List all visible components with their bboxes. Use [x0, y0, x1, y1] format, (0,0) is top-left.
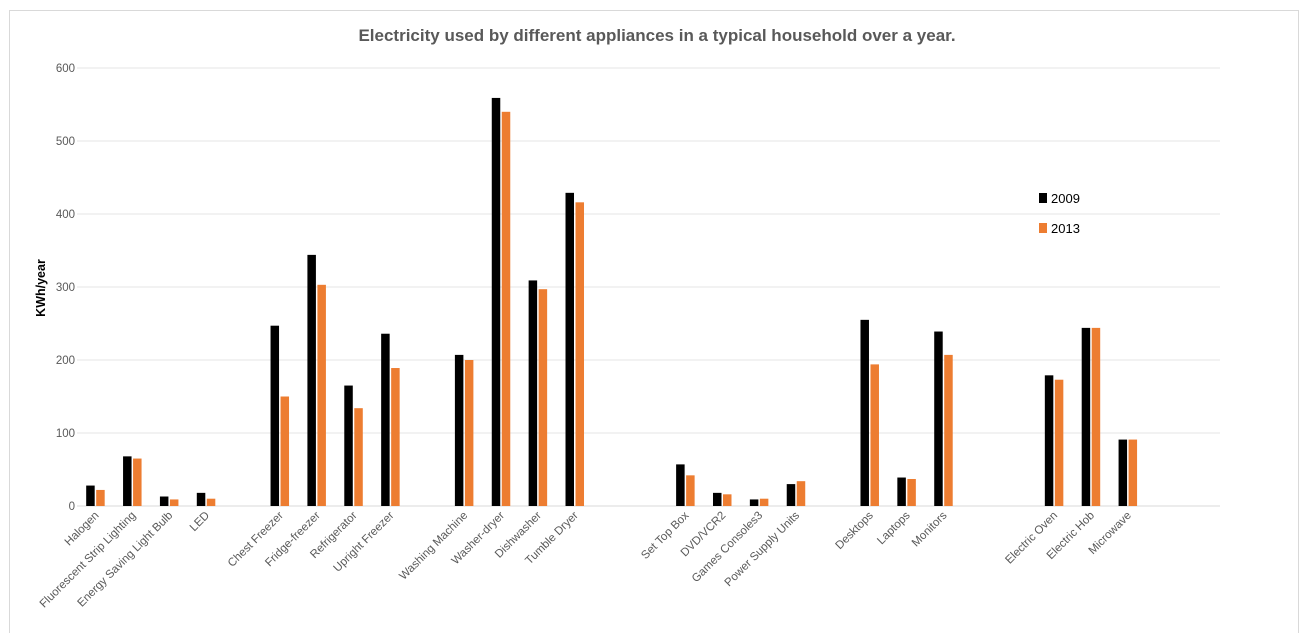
bar-2009-upright-freezer: [381, 333, 390, 506]
bar-2009-games-consoles3: [749, 499, 759, 506]
y-axis-label: KWh/year: [34, 259, 48, 317]
bar-2013-upright-freezer: [391, 368, 400, 506]
y-tick-label: 600: [56, 63, 75, 75]
x-tick-label: Laptops: [875, 509, 913, 547]
bar-2009-laptops: [897, 477, 906, 506]
bar-2013-desktops: [870, 364, 879, 506]
bar-2009-desktops: [860, 319, 869, 506]
bar-2009-microwave: [1118, 439, 1128, 506]
y-tick-label: 200: [56, 355, 75, 367]
bar-2009-led: [196, 492, 206, 506]
bar-2009-monitors: [934, 331, 943, 506]
bar-2009-fridge-freezer: [307, 254, 316, 506]
bar-2009-washer-dryer: [491, 97, 501, 507]
bar-2009-fluorescent-strip-lighting: [123, 456, 132, 506]
y-tick-labels: 0 100 200 300 400 500 600: [56, 63, 75, 513]
bar-2013-set-top-box: [686, 475, 695, 506]
bar-2013-fridge-freezer: [317, 284, 326, 506]
y-tick-label: 100: [56, 428, 75, 440]
x-tick-label: Power Supply Units: [723, 509, 803, 589]
y-tick-label: 0: [69, 501, 75, 513]
bar-2013-monitors: [944, 354, 953, 506]
legend-swatch-2013: [1039, 223, 1047, 233]
bar-2013-dvd-vcr2: [722, 494, 732, 506]
bar-2009-washing-machine: [454, 354, 464, 506]
y-tick-label: 500: [56, 136, 75, 148]
bar-2013-laptops: [907, 478, 916, 506]
bar-2009-refrigerator: [344, 385, 353, 506]
bar-2009-dvd-vcr2: [712, 492, 722, 506]
legend: 2009 2013: [1039, 191, 1080, 236]
bar-2013-led: [206, 498, 216, 506]
bar-2013-electric-hob: [1091, 327, 1101, 506]
bar-2009-set-top-box: [676, 464, 685, 506]
bar-2013-washing-machine: [464, 360, 474, 506]
bar-2013-energy-saving-light-bulb: [169, 499, 179, 506]
bars: [86, 97, 1138, 507]
bar-2013-refrigerator: [354, 408, 363, 506]
legend-label-2009: 2009: [1051, 191, 1080, 206]
legend-label-2013: 2013: [1051, 221, 1080, 236]
y-tick-label: 300: [56, 282, 75, 294]
bar-2013-electric-oven: [1054, 379, 1064, 506]
chart-frame: [9, 10, 1299, 633]
x-tick-label: LED: [188, 510, 212, 534]
gridlines: [77, 67, 1220, 507]
x-tick-label: Monitors: [910, 509, 950, 549]
bar-2013-fluorescent-strip-lighting: [133, 458, 142, 506]
bar-2013-tumble-dryer: [575, 202, 585, 506]
bar-2013-dishwasher: [538, 289, 548, 506]
bar-2009-chest-freezer: [270, 325, 280, 506]
x-tick-label: Desktops: [833, 509, 876, 552]
bar-2009-tumble-dryer: [565, 192, 575, 506]
bar-2013-chest-freezer: [280, 396, 290, 506]
bar-2009-electric-oven: [1044, 375, 1054, 506]
bar-2013-power-supply-units: [796, 481, 806, 506]
bar-2013-microwave: [1128, 439, 1138, 506]
bar-2013-washer-dryer: [501, 111, 511, 507]
x-tick-label: Games Consoles3: [690, 510, 765, 585]
x-tick-label: Washing Machine: [397, 510, 470, 583]
bar-2013-halogen: [96, 489, 105, 506]
y-tick-label: 400: [56, 209, 75, 221]
bar-2009-dishwasher: [528, 280, 538, 506]
legend-swatch-2009: [1039, 193, 1047, 203]
bar-2009-halogen: [86, 485, 95, 506]
chart-title: Electricity used by different appliances…: [358, 26, 955, 45]
bar-2009-electric-hob: [1081, 327, 1091, 506]
bar-2009-power-supply-units: [786, 484, 796, 506]
bar-2009-energy-saving-light-bulb: [159, 496, 169, 506]
bar-2013-games-consoles3: [759, 498, 769, 506]
